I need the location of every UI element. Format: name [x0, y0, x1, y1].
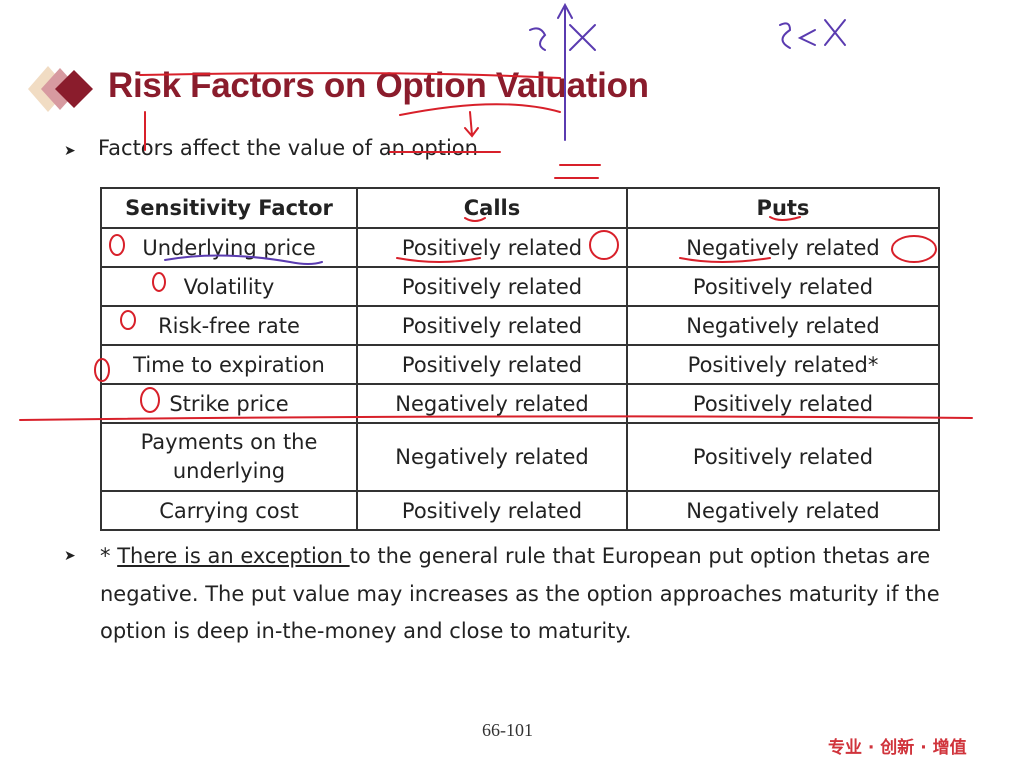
table-cell: Payments on the underlying — [100, 422, 358, 492]
table-cell: Negatively related — [626, 227, 940, 268]
header-cell: Calls — [356, 187, 628, 229]
table-row: Time to expiration Positively related Posi… — [100, 344, 940, 385]
note-underlined: There is an exception — [117, 544, 350, 568]
table-cell: Negatively related — [356, 383, 628, 424]
table-cell: Positively related — [356, 266, 628, 307]
table-cell: Negatively related — [626, 490, 940, 531]
table-cell: Positively related — [626, 266, 940, 307]
table-cell: Negatively related — [626, 305, 940, 346]
table-cell: Volatility — [100, 266, 358, 307]
subtitle-text: Factors affect the value of an option — [98, 136, 478, 160]
table-cell: Positively related — [626, 383, 940, 424]
table-cell: Positively related — [356, 227, 628, 268]
table-cell: Underlying price — [100, 227, 358, 268]
slide-title: Risk Factors on Option Valuation — [108, 66, 649, 105]
table-cell: Carrying cost — [100, 490, 358, 531]
table-header-row: Sensitivity Factor Calls Puts — [100, 187, 940, 229]
table-cell: Risk-free rate — [100, 305, 358, 346]
table-row: Payments on the underlying Negatively rel… — [100, 422, 940, 492]
table-cell: Strike price — [100, 383, 358, 424]
note-prefix: * — [100, 544, 118, 568]
table-cell: Positively related — [626, 422, 940, 492]
table-row: Risk-free rate Positively related Negative… — [100, 305, 940, 346]
page-number: 66-101 — [482, 720, 533, 740]
note-text: to the general rule that European put op… — [100, 544, 940, 643]
subtitle-bullet: ➤ Factors affect the value of an option — [64, 136, 478, 160]
table-row: Volatility Positively related Positively r… — [100, 266, 940, 307]
slogan-logo: 专业 · 创新 · 增值 — [828, 738, 967, 758]
exception-note: ➤ * There is an exception to the general… — [64, 538, 984, 651]
table-cell: Time to expiration — [100, 344, 358, 385]
title-diamonds-icon — [28, 66, 93, 112]
risk-factors-table: Sensitivity Factor Calls Puts Underlying… — [100, 187, 940, 531]
arrowhead-bullet-icon: ➤ — [64, 143, 76, 159]
table-cell: Negatively related — [356, 422, 628, 492]
header-cell: Puts — [626, 187, 940, 229]
arrowhead-bullet-icon: ➤ — [64, 548, 76, 564]
table-cell: Positively related* — [626, 344, 940, 385]
table-cell: Positively related — [356, 490, 628, 531]
header-cell: Sensitivity Factor — [100, 187, 358, 229]
table-row: Underlying price Positively related Negati… — [100, 227, 940, 268]
table-row: Strike price Negatively related Positively… — [100, 383, 940, 424]
table-cell: Positively related — [356, 305, 628, 346]
table-row: Carrying cost Positively related Negativel… — [100, 490, 940, 531]
table-cell: Positively related — [356, 344, 628, 385]
